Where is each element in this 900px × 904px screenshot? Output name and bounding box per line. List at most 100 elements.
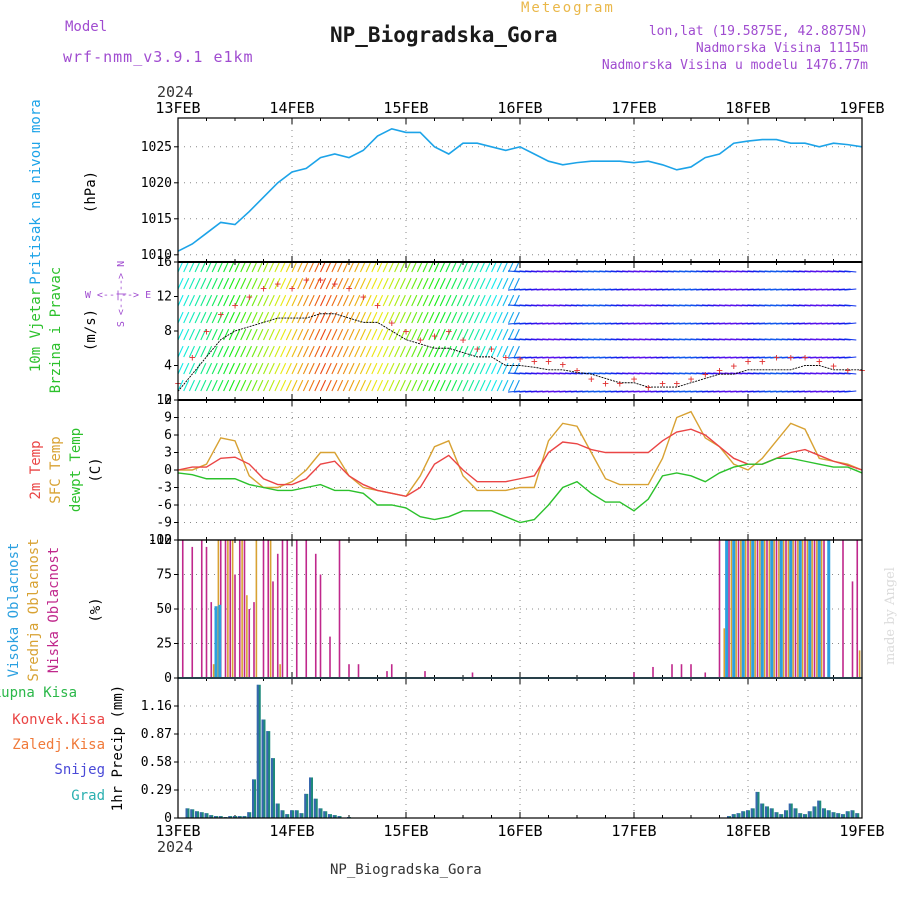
wind-barb: [479, 379, 486, 392]
wind-barb: [268, 362, 275, 375]
precip-legend-label: Konvek.Kisa: [12, 712, 105, 728]
wind-barb: [337, 379, 344, 392]
y-tick-label: 0: [164, 463, 172, 478]
wind-barb: [416, 277, 423, 290]
wind-barb: [439, 328, 446, 341]
wind-barb: [228, 328, 235, 341]
wind-barb: [285, 379, 292, 392]
wind-barb: [394, 277, 401, 290]
wind-barb: [354, 379, 361, 392]
wind-barb: [456, 362, 463, 375]
wind-barb: [274, 277, 281, 290]
wind-barb: [297, 277, 304, 290]
cloud-bar-low_cloud: [329, 636, 331, 678]
wind-gust-mark: +: [588, 372, 595, 385]
wind-barb: [428, 277, 435, 290]
cloud-bar-mid_cloud: [816, 540, 818, 678]
wind-barb: [377, 311, 384, 324]
wind-barb: [274, 379, 281, 392]
wind-barb: [297, 328, 304, 341]
precip-bar-snow: [841, 814, 843, 818]
wind-barb: [844, 304, 857, 307]
wind-gust-mark: +: [317, 273, 324, 286]
cloud-bar-high_cloud: [808, 540, 812, 678]
wind-barb: [365, 328, 372, 341]
wind-barb: [257, 311, 264, 324]
precip-bar-snow: [826, 810, 829, 818]
wind-barb: [257, 294, 264, 307]
wind-barb: [485, 362, 492, 375]
precip-legend-label: Ukupna Kisa: [0, 685, 77, 701]
wind-gust-mark: +: [232, 299, 239, 312]
wind-barb: [285, 362, 292, 375]
wind-barb: [240, 362, 247, 375]
wind-barb: [422, 294, 429, 307]
precip-bar-snow: [817, 800, 820, 818]
wind-barb: [399, 277, 406, 290]
wind-barb: [445, 311, 452, 324]
cloud-bar-low_cloud: [813, 540, 816, 678]
wind-barb: [416, 345, 423, 358]
wind-barb: [268, 311, 275, 324]
wind-barb: [434, 277, 441, 290]
wind-barb: [240, 379, 247, 392]
precip-bar-snow: [731, 814, 734, 818]
cloud-bar-low_cloud: [823, 540, 825, 678]
pressure-line: [177, 127, 863, 252]
precip-bar-snow: [323, 811, 326, 818]
wind-barb: [468, 362, 475, 375]
wind-barb: [234, 328, 241, 341]
y-tick-label: 8: [164, 324, 172, 339]
wind-barb: [188, 328, 195, 341]
wind-barb: [468, 328, 475, 341]
cloud-bar-low_cloud: [851, 581, 854, 678]
wind-barb: [228, 379, 235, 392]
precip-bar-snow: [261, 719, 264, 818]
precip-bar-snow: [266, 731, 269, 818]
wind-compass-we: W <--|--> E: [85, 290, 151, 301]
wind-barb: [491, 294, 498, 307]
wind-barb: [200, 277, 207, 290]
wind-barb: [434, 345, 441, 358]
wind-barb: [354, 328, 361, 341]
wind-barb: [263, 362, 270, 375]
cloud-bar-high_cloud: [732, 540, 736, 678]
wind-barb: [245, 294, 252, 307]
precip-bar-snow: [275, 803, 278, 818]
wind-barb: [473, 294, 480, 307]
wind-barb: [251, 311, 258, 324]
cloud-bar-low_cloud: [338, 540, 341, 678]
wind-barb: [411, 345, 418, 358]
wind-gust-mark: +: [802, 351, 809, 364]
wind-barb: [280, 328, 287, 341]
wind-barb: [178, 311, 184, 324]
wind-barb: [394, 379, 401, 392]
precip-bar-snow: [290, 810, 292, 818]
wind-barb: [251, 362, 258, 375]
cloud-bar-mid_cloud: [797, 540, 799, 678]
cloud-bar-mid_cloud: [792, 540, 794, 678]
wind-barb: [325, 294, 332, 307]
wind-barb: [365, 379, 372, 392]
wind-barb: [228, 362, 235, 375]
wind-barb: [178, 277, 184, 290]
cloud-bar-high_cloud: [751, 540, 755, 678]
wind-barb: [320, 345, 327, 358]
cloud-bar-low_cloud: [756, 540, 759, 678]
wind-barb: [325, 362, 332, 375]
wind-gust-mark: +: [374, 299, 381, 312]
date-label-bottom: 15FEB: [383, 822, 428, 840]
precip-bar-snow: [793, 808, 796, 818]
cloud-bar-high_cloud: [741, 540, 745, 678]
date-label-top: 15FEB: [383, 99, 428, 117]
wind-gust-mark: +: [460, 334, 467, 347]
wind-barb: [462, 311, 469, 324]
wind-gust-mark: +: [659, 377, 666, 390]
wind-barb: [439, 379, 446, 392]
wind-barb: [228, 277, 235, 290]
wind-barb: [217, 379, 224, 392]
wind-barb: [451, 311, 458, 324]
cloud-bar-low_cloud: [704, 672, 707, 678]
wind-barb: [473, 379, 480, 392]
wind-barb: [496, 311, 503, 324]
